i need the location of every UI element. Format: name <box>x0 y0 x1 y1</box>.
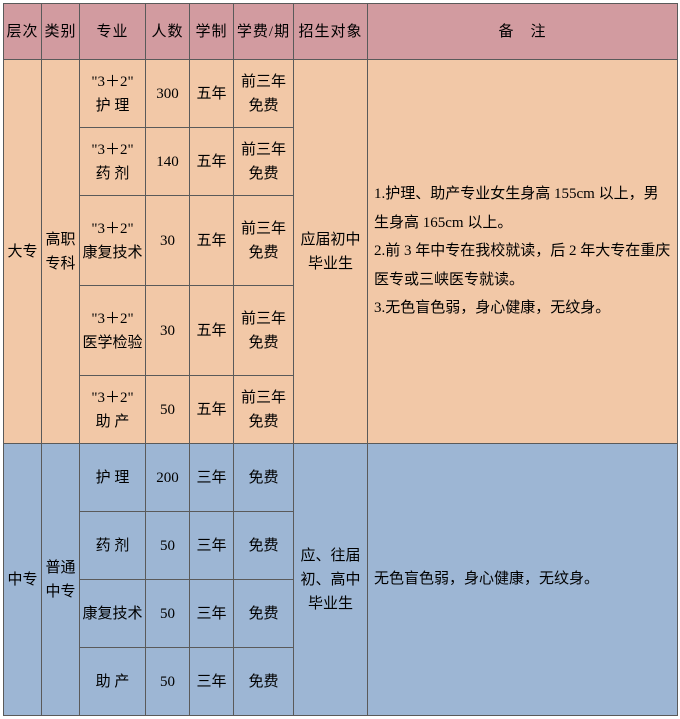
cell-fee: 前三年免费 <box>234 60 294 128</box>
cell-major: 药 剂 <box>80 512 146 580</box>
header-target: 招生对象 <box>294 4 368 60</box>
cell-system: 三年 <box>190 580 234 648</box>
cell-target: 应、往届初、高中毕业生 <box>294 444 368 716</box>
cell-system: 三年 <box>190 444 234 512</box>
cell-count: 200 <box>146 444 190 512</box>
cell-count: 300 <box>146 60 190 128</box>
cell-system: 三年 <box>190 512 234 580</box>
header-category: 类别 <box>42 4 80 60</box>
cell-fee: 前三年免费 <box>234 286 294 376</box>
cell-system: 三年 <box>190 648 234 716</box>
cell-count: 50 <box>146 376 190 444</box>
enrollment-table: 层次 类别 专业 人数 学制 学费/期 招生对象 备 注 大专 高职专科 "3＋… <box>3 3 678 716</box>
cell-target: 应届初中毕业生 <box>294 60 368 444</box>
table-row: 大专 高职专科 "3＋2"护 理 300 五年 前三年免费 应届初中毕业生 1.… <box>4 60 678 128</box>
cell-count: 50 <box>146 648 190 716</box>
table-row: 中专 普通中专 护 理 200 三年 免费 应、往届初、高中毕业生 无色盲色弱，… <box>4 444 678 512</box>
cell-fee: 前三年免费 <box>234 128 294 196</box>
header-level: 层次 <box>4 4 42 60</box>
cell-fee: 免费 <box>234 444 294 512</box>
cell-system: 五年 <box>190 196 234 286</box>
cell-system: 五年 <box>190 128 234 196</box>
cell-category: 高职专科 <box>42 60 80 444</box>
cell-major: "3＋2"康复技术 <box>80 196 146 286</box>
cell-category: 普通中专 <box>42 444 80 716</box>
cell-major: 助 产 <box>80 648 146 716</box>
cell-fee: 免费 <box>234 580 294 648</box>
cell-system: 五年 <box>190 286 234 376</box>
cell-count: 140 <box>146 128 190 196</box>
cell-count: 50 <box>146 512 190 580</box>
cell-fee: 免费 <box>234 512 294 580</box>
cell-notes: 无色盲色弱，身心健康，无纹身。 <box>368 444 678 716</box>
cell-major: 护 理 <box>80 444 146 512</box>
header-major: 专业 <box>80 4 146 60</box>
cell-major: 康复技术 <box>80 580 146 648</box>
cell-major: "3＋2"助 产 <box>80 376 146 444</box>
cell-count: 30 <box>146 196 190 286</box>
header-fee: 学费/期 <box>234 4 294 60</box>
header-count: 人数 <box>146 4 190 60</box>
cell-level: 大专 <box>4 60 42 444</box>
cell-major: "3＋2"医学检验 <box>80 286 146 376</box>
cell-fee: 前三年免费 <box>234 196 294 286</box>
cell-fee: 前三年免费 <box>234 376 294 444</box>
cell-system: 五年 <box>190 60 234 128</box>
header-row: 层次 类别 专业 人数 学制 学费/期 招生对象 备 注 <box>4 4 678 60</box>
header-notes: 备 注 <box>368 4 678 60</box>
cell-notes: 1.护理、助产专业女生身高 155cm 以上，男生身高 165cm 以上。2.前… <box>368 60 678 444</box>
cell-count: 30 <box>146 286 190 376</box>
cell-level: 中专 <box>4 444 42 716</box>
cell-count: 50 <box>146 580 190 648</box>
header-system: 学制 <box>190 4 234 60</box>
cell-fee: 免费 <box>234 648 294 716</box>
cell-system: 五年 <box>190 376 234 444</box>
cell-major: "3＋2"药 剂 <box>80 128 146 196</box>
cell-major: "3＋2"护 理 <box>80 60 146 128</box>
